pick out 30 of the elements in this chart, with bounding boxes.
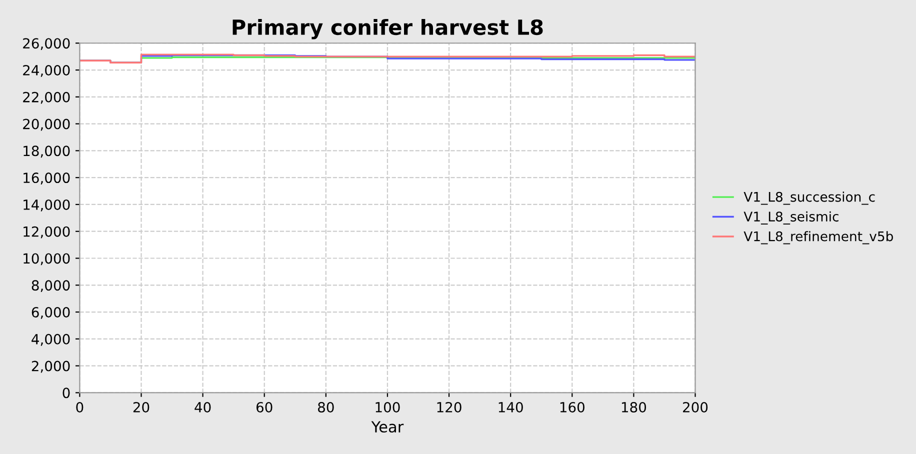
y-tick-label: 22,000 <box>23 92 70 104</box>
y-tick-label: 2,000 <box>32 360 70 373</box>
x-tick-label: 100 <box>376 402 400 412</box>
x-tick-label: 160 <box>560 402 584 412</box>
legend-label: V1_L8_refinement_v5b <box>744 231 893 244</box>
x-tick-label: 80 <box>318 402 334 412</box>
x-tick-label: 140 <box>498 402 523 412</box>
y-tick-label: 26,000 <box>23 38 70 50</box>
x-tick-label: 60 <box>256 402 272 412</box>
y-tick-label: 24,000 <box>23 64 70 77</box>
x-tick-label: 200 <box>683 402 708 412</box>
legend-label: V1_L8_succession_c <box>744 192 875 205</box>
y-tick-label: 16,000 <box>24 172 70 184</box>
y-tick-label: 8,000 <box>32 280 70 292</box>
y-tick-label: 18,000 <box>24 146 70 158</box>
x-tick-label: 180 <box>622 402 646 412</box>
x-tick-label: 0 <box>76 402 84 412</box>
y-tick-label: 14,000 <box>24 199 70 212</box>
chart-title: Primary conifer harvest L8 <box>232 18 543 40</box>
y-tick-label: 0 <box>62 388 70 398</box>
legend-label: V1_L8_seismic <box>744 211 838 224</box>
x-tick-label: 20 <box>133 402 150 412</box>
y-tick-label: 6,000 <box>32 307 70 319</box>
y-tick-label: 10,000 <box>24 253 70 266</box>
y-tick-label: 12,000 <box>24 226 70 238</box>
x-tick-label: 120 <box>437 402 462 412</box>
x-tick-label: 40 <box>194 402 211 412</box>
y-tick-label: 20,000 <box>23 118 70 131</box>
x-axis-title: Year <box>371 421 404 433</box>
y-tick-label: 4,000 <box>32 334 70 346</box>
